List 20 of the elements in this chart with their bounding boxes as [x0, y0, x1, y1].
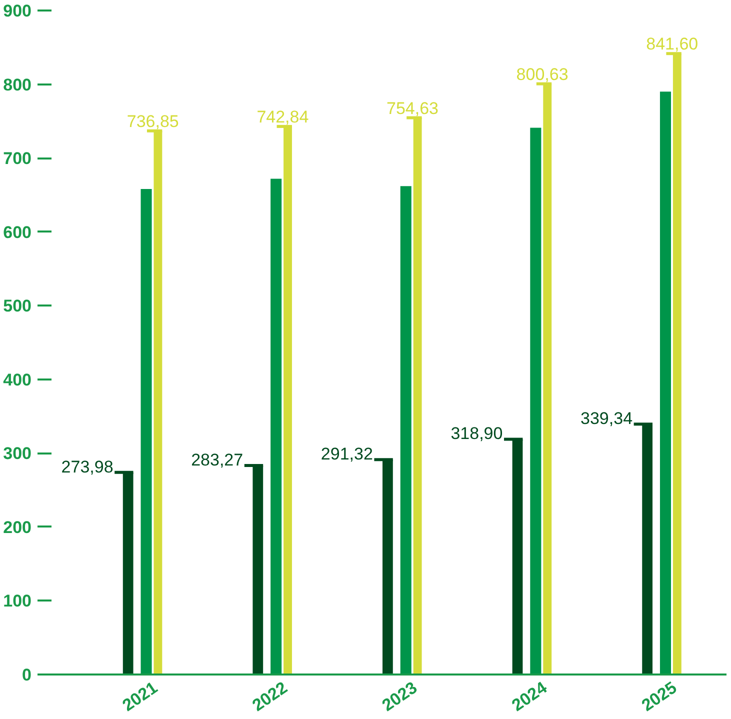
- data-label: 291,32: [320, 444, 373, 464]
- y-tick-label: 600: [3, 222, 32, 242]
- y-tick-label: 800: [3, 75, 32, 94]
- data-label: 742,84: [256, 107, 309, 126]
- data-label: 283,27: [191, 450, 244, 470]
- y-tick-label: 500: [3, 296, 32, 316]
- y-tick-label: 0: [22, 666, 32, 684]
- y-tick-label: 700: [3, 149, 32, 168]
- y-tick-label: 400: [3, 370, 32, 390]
- data-label: 339,34: [580, 409, 633, 428]
- y-tick-label: 300: [3, 444, 32, 464]
- data-label: 754,63: [386, 98, 438, 118]
- y-tick-label: 200: [3, 518, 32, 537]
- y-tick-label: 100: [3, 592, 32, 611]
- data-label: 736,85: [126, 112, 179, 131]
- data-label: 318,90: [450, 424, 503, 444]
- y-tick-label: 900: [3, 2, 32, 20]
- data-label: 841,60: [646, 34, 698, 54]
- data-label: 273,98: [61, 457, 114, 476]
- data-label: 800,63: [516, 64, 568, 84]
